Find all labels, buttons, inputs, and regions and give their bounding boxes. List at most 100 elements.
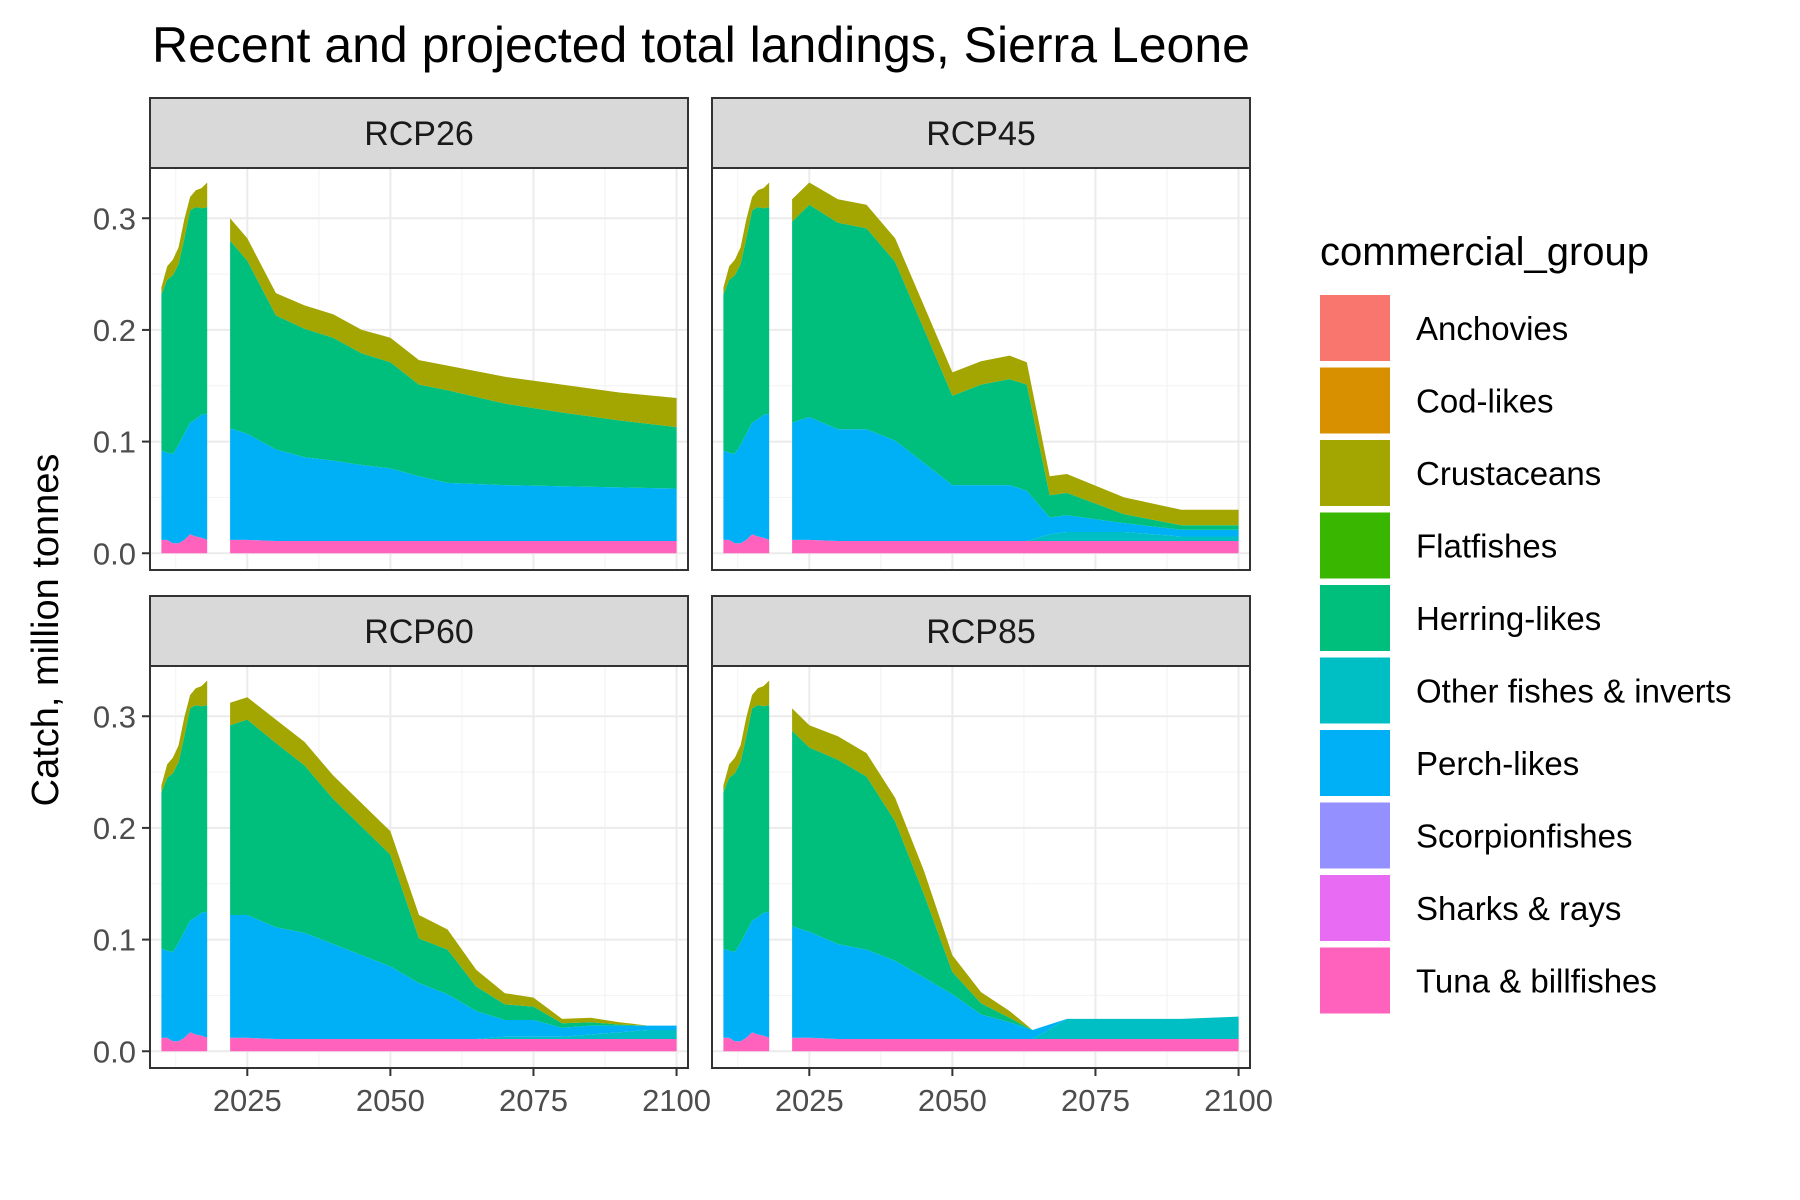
- panel-border: [149, 167, 689, 571]
- projected-area-crustaceans: [230, 218, 677, 428]
- projected-area-other-fishes-inverts: [792, 1016, 1239, 1039]
- historical-area-crustaceans: [161, 182, 208, 295]
- historical-area-herring-likes: [161, 207, 208, 454]
- legend-item: Sharks & rays: [1320, 875, 1621, 941]
- projected-area-perch-likes: [230, 915, 677, 1039]
- projected-area-tuna-billfishes: [792, 1037, 1239, 1052]
- legend-key: [1320, 512, 1390, 579]
- historical-area-perch-likes: [161, 413, 208, 544]
- legend: commercial_group Anchovies Cod-likes Crust…: [1320, 230, 1731, 1014]
- projected-area-crustaceans: [792, 182, 1239, 526]
- legend-label: Cod-likes: [1416, 383, 1554, 420]
- panel-border: [149, 665, 689, 1069]
- legend-item: Cod-likes: [1320, 367, 1554, 434]
- projected-area-herring-likes: [230, 240, 677, 489]
- legend-items: Anchovies Cod-likes Crustaceans Flatfishes H…: [1320, 295, 1731, 1014]
- y-tick-label: 0.1: [93, 923, 136, 958]
- legend-label: Flatfishes: [1416, 528, 1557, 565]
- projected-area-other-fishes-inverts: [792, 532, 1239, 541]
- panel-border: [711, 665, 1251, 1069]
- x-tick-label: 2075: [499, 1083, 568, 1118]
- x-tick-label: 2100: [642, 1083, 711, 1118]
- legend-label: Perch-likes: [1416, 745, 1579, 782]
- legend-item: Flatfishes: [1320, 512, 1557, 579]
- legend-item: Herring-likes: [1320, 585, 1601, 651]
- legend-label: Tuna & billfishes: [1416, 963, 1657, 1000]
- facet-strip-label: RCP45: [926, 115, 1036, 153]
- legend-label: Sharks & rays: [1416, 890, 1621, 927]
- historical-area-tuna-billfishes: [723, 534, 770, 554]
- projected-area-herring-likes: [230, 719, 677, 1028]
- projected-area-perch-likes: [792, 926, 1239, 1039]
- legend-item: Perch-likes: [1320, 730, 1579, 796]
- legend-item: Scorpionfishes: [1320, 802, 1632, 869]
- legend-key: [1320, 657, 1390, 724]
- historical-area-herring-likes: [161, 705, 208, 952]
- historical-area-crustaceans: [723, 680, 770, 793]
- facet-panel: RCP85 2025 2050 2075 2100: [711, 595, 1273, 1118]
- legend-label: Other fishes & inverts: [1416, 673, 1731, 710]
- projected-area-perch-likes: [792, 417, 1239, 541]
- legend-key: [1320, 367, 1390, 434]
- y-tick-label: 0.2: [93, 811, 136, 846]
- historical-area-perch-likes: [723, 413, 770, 544]
- y-tick-label: 0.0: [93, 536, 136, 571]
- x-tick-label: 2025: [213, 1083, 282, 1118]
- facet-strip: [149, 97, 689, 169]
- panel-border: [711, 167, 1251, 571]
- facet-strip-label: RCP85: [926, 613, 1036, 651]
- historical-area-herring-likes: [723, 705, 770, 952]
- historical-area-tuna-billfishes: [723, 1032, 770, 1052]
- y-tick-label: 0.1: [93, 425, 136, 460]
- facet-panels: RCP26 0.0 0.1 0.2 0.3 RCP45 RCP60 0.0 0.1 0.2 0.3 2…: [93, 97, 1273, 1118]
- legend-title: commercial_group: [1320, 230, 1649, 274]
- historical-area-herring-likes: [723, 207, 770, 454]
- y-axis-title: Catch, million tonnes: [25, 454, 67, 807]
- facet-panel: RCP26 0.0 0.1 0.2 0.3: [93, 97, 689, 571]
- historical-area-crustaceans: [723, 182, 770, 295]
- projected-area-herring-likes: [792, 204, 1239, 530]
- projected-area-tuna-billfishes: [230, 539, 677, 554]
- facet-strip-label: RCP60: [364, 613, 474, 651]
- projected-area-tuna-billfishes: [792, 539, 1239, 554]
- historical-area-crustaceans: [161, 680, 208, 793]
- facet-strip-label: RCP26: [364, 115, 474, 153]
- facet-strip: [711, 97, 1251, 169]
- legend-label: Crustaceans: [1416, 455, 1601, 492]
- historical-area-tuna-billfishes: [161, 534, 208, 554]
- historical-area-perch-likes: [161, 911, 208, 1042]
- historical-area-perch-likes: [723, 911, 770, 1042]
- x-tick-label: 2075: [1061, 1083, 1130, 1118]
- legend-label: Anchovies: [1416, 310, 1568, 347]
- y-tick-label: 0.0: [93, 1034, 136, 1069]
- legend-key: [1320, 440, 1390, 506]
- legend-label: Herring-likes: [1416, 600, 1601, 637]
- legend-label: Scorpionfishes: [1416, 818, 1632, 855]
- projected-area-crustaceans: [792, 708, 1239, 1030]
- projected-area-crustaceans: [230, 697, 677, 1026]
- facet-strip: [711, 595, 1251, 667]
- legend-item: Other fishes & inverts: [1320, 657, 1731, 724]
- chart-title: Recent and projected total landings, Sie…: [152, 17, 1250, 73]
- legend-item: Tuna & billfishes: [1320, 947, 1657, 1014]
- facet-strip: [149, 595, 689, 667]
- y-tick-label: 0.2: [93, 313, 136, 348]
- legend-item: Crustaceans: [1320, 440, 1601, 506]
- projected-area-herring-likes: [792, 730, 1239, 1030]
- legend-key: [1320, 730, 1390, 796]
- legend-key: [1320, 802, 1390, 869]
- legend-key: [1320, 947, 1390, 1014]
- facet-panel: RCP45: [711, 97, 1251, 571]
- y-tick-label: 0.3: [93, 201, 136, 236]
- x-tick-label: 2100: [1204, 1083, 1273, 1118]
- projected-area-perch-likes: [230, 428, 677, 541]
- y-tick-label: 0.3: [93, 699, 136, 734]
- x-tick-label: 2050: [356, 1083, 425, 1118]
- legend-item: Anchovies: [1320, 295, 1568, 361]
- x-tick-label: 2025: [775, 1083, 844, 1118]
- legend-key: [1320, 295, 1390, 361]
- projected-area-tuna-billfishes: [230, 1037, 677, 1052]
- x-tick-label: 2050: [918, 1083, 987, 1118]
- historical-area-tuna-billfishes: [161, 1032, 208, 1052]
